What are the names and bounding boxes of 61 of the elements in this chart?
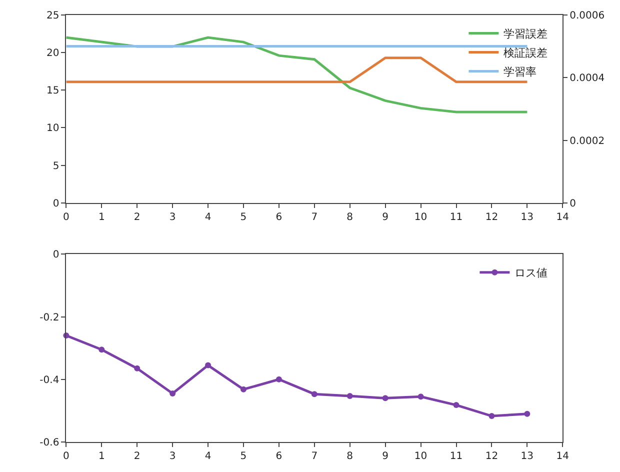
point <box>240 386 246 392</box>
x-tick-label: 5 <box>240 451 247 462</box>
x-tick-label: 12 <box>485 212 498 223</box>
legend-label: 学習率 <box>504 66 537 79</box>
point <box>170 390 176 396</box>
x-tick-label: 10 <box>414 212 428 223</box>
x-tick-label: 14 <box>556 212 569 223</box>
point <box>98 346 105 353</box>
y-tick-label: 25 <box>46 10 60 22</box>
x-tick-label: 3 <box>169 212 176 223</box>
x-tick-label: 11 <box>450 451 463 462</box>
y2-tick-label: 0.0002 <box>570 136 605 147</box>
point <box>205 362 212 368</box>
y-tick-label: 15 <box>46 86 60 97</box>
x-tick-label: 1 <box>98 212 105 223</box>
x-tick-label: 6 <box>276 451 282 462</box>
x-tick-label: 2 <box>134 451 140 462</box>
y-tick-label: 10 <box>46 123 60 134</box>
legend-label: 学習誤差 <box>504 28 548 41</box>
point <box>418 394 424 400</box>
y2-tick-label: 0 <box>570 198 576 210</box>
x-tick-label: 7 <box>311 212 318 223</box>
x-tick-label: 0 <box>63 212 70 223</box>
x-tick-label: 8 <box>346 451 354 462</box>
point <box>311 391 318 398</box>
x-tick-label: 4 <box>204 212 212 223</box>
y-tick-label: -0.4 <box>40 374 60 386</box>
x-tick-label: 12 <box>485 451 498 462</box>
point <box>488 413 495 420</box>
x-tick-label: 9 <box>382 451 389 462</box>
y-tick-label: 20 <box>46 48 60 60</box>
x-tick-label: 7 <box>311 451 318 462</box>
y-tick-label: -0.2 <box>40 312 60 324</box>
y-tick-label: 0 <box>52 198 60 210</box>
point <box>134 365 140 372</box>
x-tick-label: 6 <box>276 212 282 223</box>
x-tick-label: 10 <box>414 451 428 462</box>
point <box>276 376 282 382</box>
y2-tick-label: 0.0004 <box>570 73 605 84</box>
legend-label: 検証誤差 <box>504 46 548 60</box>
x-tick-label: 13 <box>520 451 534 462</box>
x-tick-label: 3 <box>169 451 176 462</box>
point <box>382 395 388 402</box>
x-tick-label: 8 <box>346 212 354 223</box>
x-tick-label: 2 <box>134 212 140 223</box>
x-tick-label: 13 <box>520 212 534 223</box>
point <box>346 392 353 399</box>
point <box>453 402 460 408</box>
x-tick-label: 14 <box>556 451 569 462</box>
y2-tick-label: 0.0006 <box>570 10 605 22</box>
y-tick-label: 5 <box>52 160 60 172</box>
x-tick-label: 11 <box>450 212 463 223</box>
y-tick-label: -0.6 <box>40 438 60 448</box>
x-tick-label: 9 <box>382 212 389 223</box>
x-tick-label: 5 <box>240 212 247 223</box>
x-tick-label: 1 <box>98 451 105 462</box>
x-tick-label: 4 <box>204 451 212 462</box>
legend-label: ロス値 <box>514 266 548 280</box>
x-tick-label: 0 <box>63 451 70 462</box>
point <box>524 410 530 417</box>
y-tick-label: 0 <box>52 250 60 261</box>
